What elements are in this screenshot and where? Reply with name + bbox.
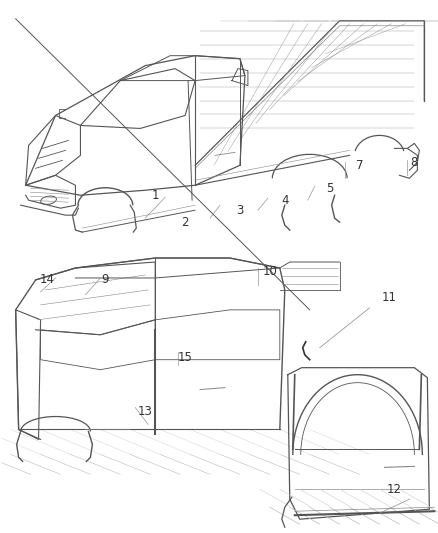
Text: 11: 11 <box>381 292 396 304</box>
Text: 10: 10 <box>262 265 277 278</box>
Text: 13: 13 <box>138 405 152 418</box>
Text: 9: 9 <box>101 273 109 286</box>
Text: 12: 12 <box>386 483 401 496</box>
Text: 7: 7 <box>355 159 363 172</box>
Text: 15: 15 <box>177 351 192 364</box>
Text: 5: 5 <box>325 182 332 195</box>
Text: 3: 3 <box>236 204 243 217</box>
Text: 8: 8 <box>410 156 417 169</box>
Text: 1: 1 <box>151 189 159 201</box>
Text: 2: 2 <box>181 216 188 229</box>
Text: 14: 14 <box>40 273 55 286</box>
Text: 4: 4 <box>280 193 288 207</box>
